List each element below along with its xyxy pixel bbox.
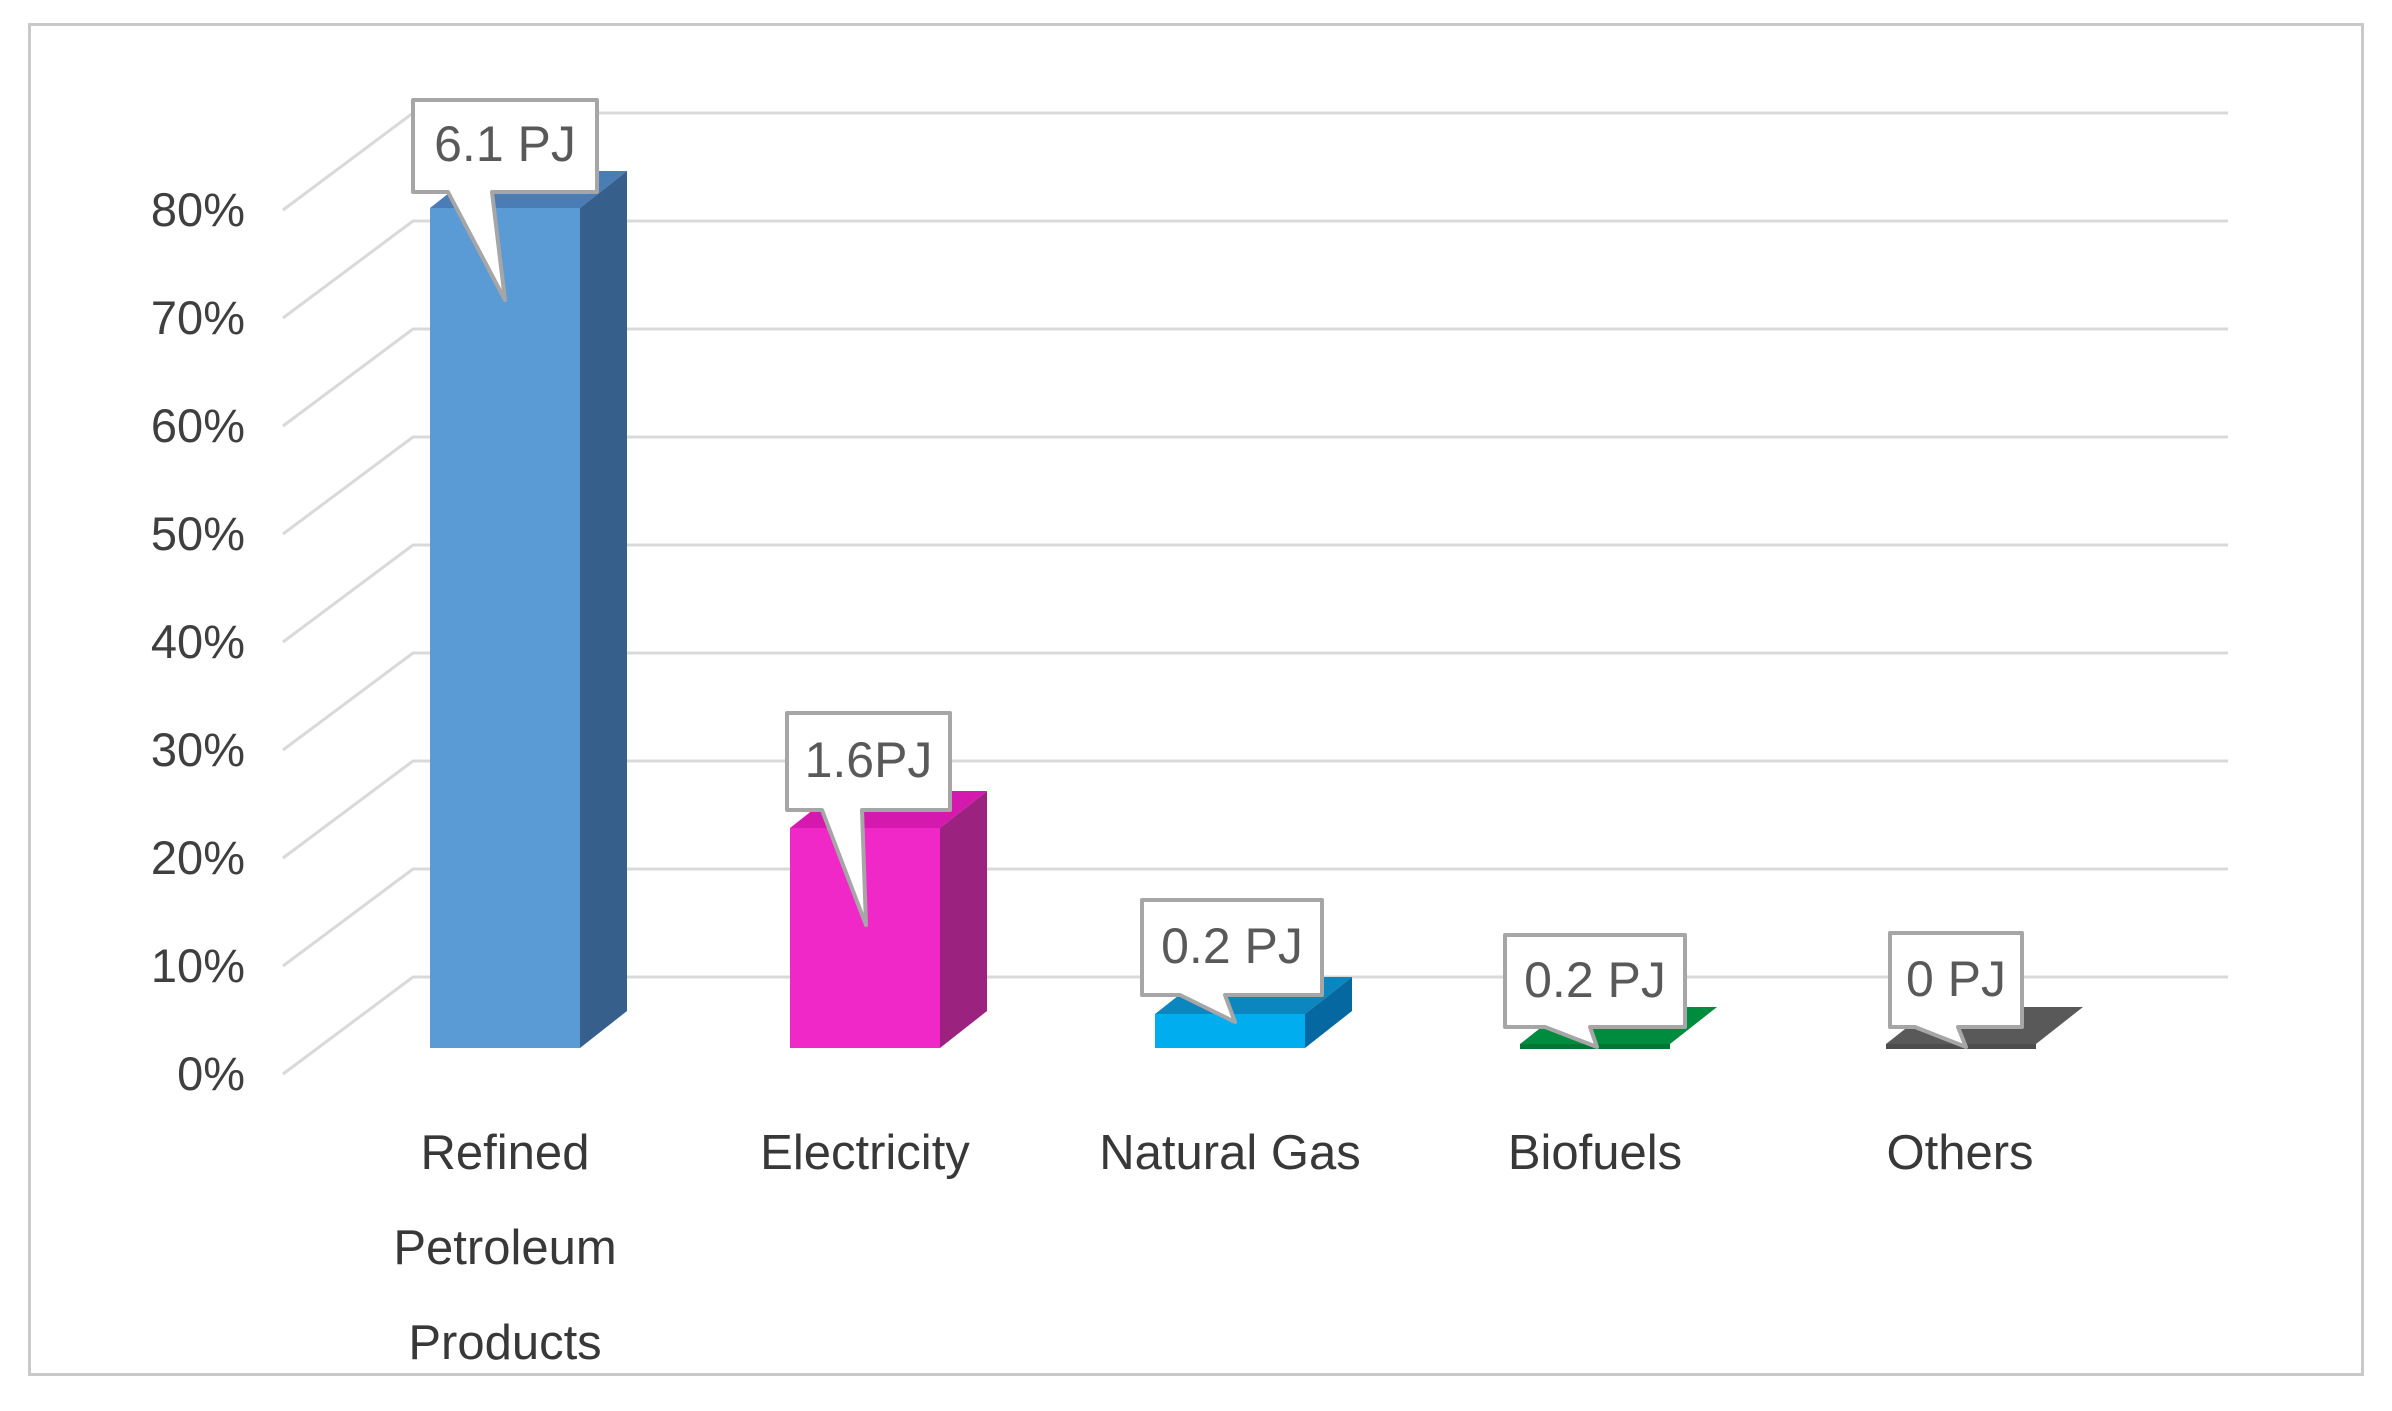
callout-shapes: [411, 98, 2024, 1049]
y-tick-20: 20%: [150, 831, 245, 884]
y-tick-10: 10%: [150, 939, 245, 992]
category-label-biofuels: Biofuels: [1507, 1126, 1683, 1180]
y-tick-60: 60%: [150, 399, 245, 452]
callout-shape-refined-petroleum: [411, 98, 599, 302]
y-tick-40: 40%: [150, 615, 245, 668]
data-label-biofuels: 0.2 PJ: [1524, 952, 1666, 1008]
bar-electricity: [790, 791, 987, 1048]
gridline-50: [282, 435, 2228, 536]
category-label-others: Others: [1886, 1126, 2034, 1180]
bar-front-face: [430, 208, 580, 1048]
bar-refined-petroleum-products: [430, 171, 627, 1048]
category-label-refined-petroleum-products: Refined Petroleum Products: [393, 1126, 617, 1370]
data-label-natural-gas: 0.2 PJ: [1161, 918, 1303, 974]
data-label-electricity: 1.6PJ: [804, 732, 933, 788]
y-tick-50: 50%: [150, 507, 245, 560]
gridline-70: [282, 219, 2228, 320]
callout-shape-biofuels: [1503, 933, 1687, 1049]
bar-side-face: [580, 171, 627, 1048]
bar-side-face: [1305, 977, 1352, 1048]
gridline-30: [282, 651, 2228, 752]
callout-shape-others: [1888, 931, 2024, 1049]
gridline-40: [282, 543, 2228, 644]
y-tick-70: 70%: [150, 291, 245, 344]
gridline-60: [282, 327, 2228, 428]
y-tick-0: 0%: [177, 1047, 245, 1100]
callout-shape-natural-gas: [1140, 898, 1324, 1024]
data-label-others: 0 PJ: [1905, 951, 2007, 1007]
bar-side-face: [940, 791, 987, 1048]
callout-shape-electricity: [785, 711, 952, 927]
category-label-natural-gas: Natural Gas: [1099, 1126, 1361, 1180]
chart-area-frame: [28, 23, 2364, 1376]
gridline-20: [282, 759, 2228, 860]
data-label-refined-petroleum-products: 6.1 PJ: [434, 116, 576, 172]
y-tick-30: 30%: [150, 723, 245, 776]
y-tick-80: 80%: [150, 183, 245, 236]
gridline-10: [282, 867, 2228, 968]
category-label-electricity: Electricity: [760, 1126, 970, 1180]
